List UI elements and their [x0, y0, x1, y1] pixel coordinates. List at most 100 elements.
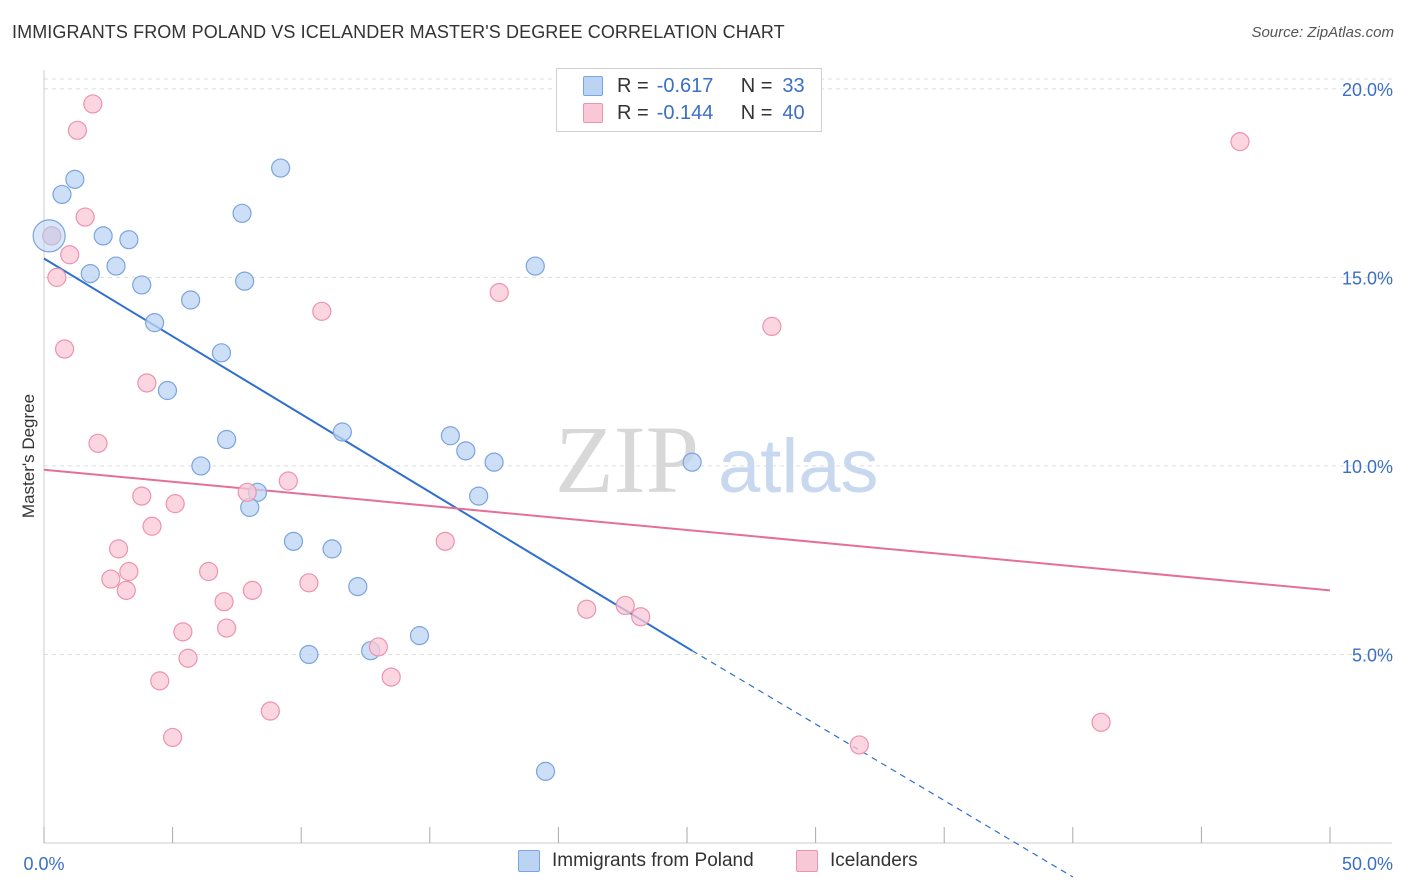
legend-r-label: R = [617, 101, 649, 124]
point-icelanders [173, 622, 193, 642]
legend-n-label: N = [740, 74, 773, 97]
legend-n-value: 40 [782, 101, 805, 124]
point-icelanders [368, 637, 388, 657]
point-icelanders [260, 701, 280, 721]
point-poland [119, 230, 139, 250]
point-icelanders [1091, 712, 1111, 732]
point-icelanders [217, 618, 237, 638]
point-poland [144, 313, 165, 333]
legend-r-value: -0.617 [656, 74, 714, 97]
point-poland [299, 644, 319, 665]
point-poland [106, 256, 126, 276]
legend: R = -0.617 N = 33 R = -0.144 N = 40 [556, 68, 822, 132]
legend-row-poland: R = -0.617 N = 33 [583, 73, 805, 99]
point-icelanders [577, 599, 597, 619]
point-icelanders [83, 94, 103, 114]
bottom-legend-swatch-blue [518, 850, 540, 872]
point-poland-large [32, 219, 66, 253]
point-poland [217, 429, 237, 450]
point-poland [283, 531, 304, 551]
legend-n-value: 33 [782, 74, 805, 97]
point-poland [211, 343, 232, 363]
watermark-zip: ZIP [555, 406, 699, 513]
legend-row-icelanders: R = -0.144 N = 40 [583, 100, 805, 126]
legend-swatch-pink [583, 103, 603, 123]
legend-r-value: -0.144 [656, 101, 714, 124]
point-poland [682, 452, 702, 472]
bottom-legend-label-icelanders: Icelanders [830, 850, 918, 871]
point-icelanders [150, 671, 170, 691]
grid-lines [44, 78, 1392, 655]
trend-lines [43, 257, 1331, 878]
point-icelanders [631, 607, 651, 627]
point-icelanders [60, 245, 80, 265]
legend-swatch-blue [583, 76, 603, 96]
x-tick-label: 0.0% [23, 854, 64, 874]
point-icelanders [435, 531, 455, 551]
point-icelanders [75, 207, 95, 227]
point-icelanders [199, 561, 219, 582]
point-icelanders [381, 667, 401, 687]
point-icelanders [165, 494, 185, 514]
point-icelanders [108, 539, 129, 559]
point-poland [271, 158, 291, 178]
point-icelanders [54, 339, 75, 359]
y-tick-label: 20.0% [1342, 80, 1393, 100]
point-icelanders [312, 301, 332, 321]
trend-line-poland-extension [691, 650, 1074, 878]
point-icelanders [119, 561, 139, 582]
point-poland [348, 576, 368, 597]
y-tick-label: 10.0% [1342, 457, 1393, 477]
y-tick-label: 15.0% [1342, 268, 1393, 288]
point-icelanders [132, 486, 152, 506]
point-poland [535, 761, 556, 781]
point-poland [469, 486, 489, 506]
point-poland [65, 169, 85, 189]
point-icelanders [242, 580, 262, 600]
x-tick-label: 50.0% [1342, 854, 1393, 874]
point-icelanders [163, 727, 183, 748]
point-poland [191, 456, 211, 476]
point-poland [440, 426, 460, 446]
point-icelanders [67, 120, 88, 140]
point-icelanders [489, 282, 509, 303]
point-icelanders [849, 735, 869, 755]
point-icelanders [137, 373, 157, 393]
point-icelanders [178, 648, 198, 668]
point-icelanders [1230, 132, 1250, 152]
point-poland [456, 441, 476, 461]
point-poland [332, 422, 352, 442]
point-poland [232, 203, 252, 223]
bottom-legend-label-poland: Immigrants from Poland [552, 850, 754, 871]
point-poland [80, 264, 100, 284]
point-poland [409, 626, 430, 646]
bottom-legend-poland: Immigrants from Poland [518, 850, 754, 872]
axes [43, 70, 1392, 844]
point-icelanders [762, 316, 782, 337]
y-tick-label: 5.0% [1352, 645, 1393, 665]
bottom-legend-icelanders: Icelanders [796, 850, 918, 872]
legend-r-label: R = [617, 74, 649, 97]
point-poland [181, 290, 201, 310]
point-icelanders [299, 573, 319, 593]
point-icelanders [47, 267, 67, 287]
point-icelanders [101, 569, 121, 589]
source-label: Source: ZipAtlas.com [1251, 24, 1394, 41]
point-icelanders [88, 433, 108, 453]
point-poland [157, 380, 178, 401]
point-icelanders [278, 471, 298, 491]
point-poland [235, 271, 255, 291]
point-icelanders [142, 516, 162, 536]
point-poland [322, 539, 342, 559]
point-poland [93, 226, 113, 246]
bottom-legend-swatch-pink [796, 850, 818, 872]
watermark-atlas: atlas [718, 424, 879, 509]
point-icelanders [237, 482, 257, 502]
legend-n-label: N = [740, 101, 773, 124]
chart-title: IMMIGRANTS FROM POLAND VS ICELANDER MAST… [12, 22, 785, 42]
point-poland [52, 184, 72, 205]
point-poland [525, 256, 545, 276]
point-poland [484, 452, 504, 472]
data-points [32, 94, 1250, 781]
